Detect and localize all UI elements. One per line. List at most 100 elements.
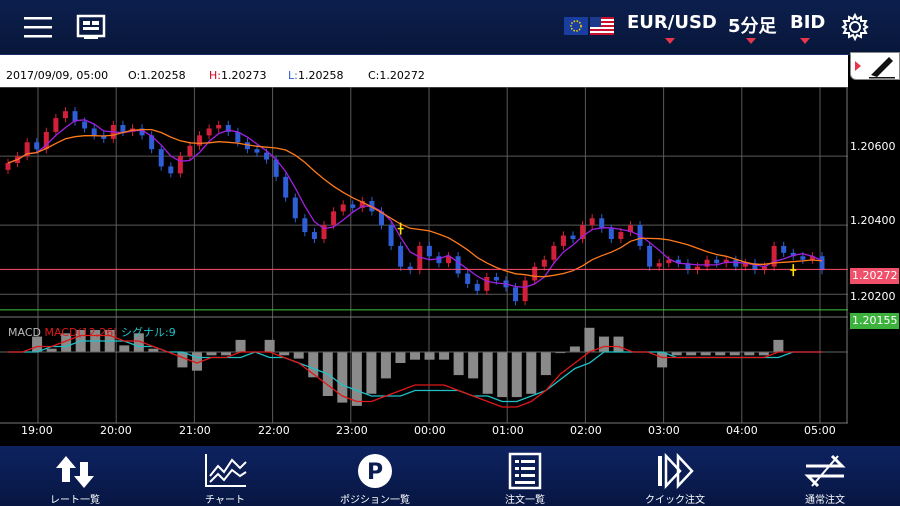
candle-body	[53, 118, 59, 132]
candle-body	[91, 128, 97, 136]
candle-body	[235, 131, 241, 143]
us-flag-icon	[589, 16, 615, 36]
macd-histogram-bar	[482, 352, 493, 394]
time-axis-label: 19:00	[21, 424, 53, 437]
eu-flag-icon	[563, 16, 589, 36]
nav-normal-order[interactable]: 通常注文	[750, 446, 900, 506]
candle-body	[666, 259, 672, 264]
candle-body	[800, 256, 806, 260]
timeframe-selector[interactable]: 5分足	[728, 16, 777, 37]
candle-body	[206, 128, 212, 136]
candle-body	[398, 245, 404, 267]
macd-histogram-bar	[177, 352, 188, 368]
candle-body	[532, 266, 538, 281]
macd-histogram-bar	[293, 352, 304, 359]
macd-histogram-bar	[744, 352, 755, 356]
candle-body	[493, 277, 499, 281]
position-icon: P	[355, 452, 395, 494]
current-price-tag: 1.20272	[850, 268, 899, 284]
candle-body	[302, 218, 308, 233]
menu-icon[interactable]	[22, 14, 54, 40]
macd-legend-signal: シグナル:9	[121, 326, 176, 339]
candle-body	[733, 259, 739, 267]
candle-body	[101, 135, 107, 139]
ohlc-high: 1.20273	[221, 69, 267, 82]
macd-histogram-bar	[351, 352, 362, 406]
time-axis-label: 20:00	[100, 424, 132, 437]
candle-body	[560, 235, 566, 246]
candle-body	[656, 263, 662, 267]
macd-histogram-bar	[337, 352, 348, 403]
candle-body	[704, 259, 710, 267]
ohlc-low: 1.20258	[298, 69, 344, 82]
candle-body	[407, 266, 413, 271]
normal-order-icon	[802, 452, 848, 494]
macd-histogram-bar	[46, 348, 57, 352]
fast-moving-average-line	[7, 119, 823, 289]
candle-body	[781, 245, 787, 253]
macd-histogram-bar	[410, 352, 420, 360]
price-side-selector[interactable]: BID	[790, 12, 826, 33]
layout-icon[interactable]	[74, 12, 108, 42]
time-axis-label: 23:00	[336, 424, 368, 437]
candle-body	[340, 204, 346, 212]
candle-body	[771, 245, 777, 267]
macd-histogram-bar	[380, 352, 391, 379]
gear-icon[interactable]	[838, 10, 872, 44]
time-axis-label: 00:00	[414, 424, 446, 437]
nav-order-list[interactable]: 注文一覧	[450, 446, 600, 506]
candle-body	[627, 225, 633, 233]
macd-histogram-bar	[308, 352, 319, 378]
candle-body	[455, 256, 461, 274]
candle-body	[790, 252, 796, 257]
macd-histogram-bar	[468, 352, 479, 379]
nav-chart[interactable]: チャート	[150, 446, 300, 506]
candle-body	[82, 121, 88, 129]
price-axis-label: 1.20200	[850, 290, 896, 303]
nav-rate-list[interactable]: レート一覧	[0, 446, 150, 506]
nav-positions[interactable]: P ポジション一覧	[300, 446, 450, 506]
candle-body	[426, 245, 432, 257]
macd-histogram-bar	[148, 348, 159, 352]
chart-icon	[202, 452, 248, 494]
candle-body	[5, 163, 11, 170]
nav-label: レート一覧	[50, 495, 100, 506]
candle-body	[714, 259, 720, 264]
macd-histogram-bar	[191, 352, 202, 371]
candle-body	[742, 263, 748, 267]
candle-body	[522, 280, 528, 302]
macd-histogram-bar	[686, 352, 697, 356]
candle-body	[618, 232, 624, 239]
macd-histogram-bar	[264, 339, 275, 352]
candle-body	[139, 128, 145, 136]
candle-body	[120, 125, 126, 132]
candle-body	[513, 287, 519, 302]
time-axis-label: 05:00	[804, 424, 836, 437]
time-axis-label: 22:00	[258, 424, 290, 437]
candle-body	[187, 145, 193, 157]
candle-body	[43, 131, 49, 150]
ohlc-low-prefix: L:	[288, 69, 298, 82]
nav-label: クイック注文	[645, 495, 705, 506]
nav-quick-order[interactable]: クイック注文	[600, 446, 750, 506]
candle-body	[685, 263, 691, 271]
time-axis-label: 04:00	[726, 424, 758, 437]
candle-body	[695, 266, 701, 271]
currency-pair-selector[interactable]: EUR/USD	[627, 12, 717, 33]
candle-body	[436, 256, 442, 264]
bottom-nav: レート一覧 チャート P ポジション一覧 注文一覧 クイック注文 通常注文	[0, 446, 900, 506]
candle-body	[331, 211, 337, 226]
price-chart[interactable]	[0, 87, 848, 427]
candle-body	[225, 125, 231, 132]
macd-histogram-bar	[758, 352, 769, 356]
candle-body	[465, 273, 471, 284]
macd-histogram-bar	[61, 333, 72, 352]
macd-histogram-bar	[453, 352, 464, 376]
candle-body	[72, 111, 78, 122]
price-axis-label: 1.20400	[850, 214, 896, 227]
price-axis-label: 1.20600	[850, 140, 896, 153]
drawing-tool-button[interactable]	[850, 52, 900, 80]
candle-body	[647, 245, 653, 267]
candle-body	[283, 176, 289, 198]
candle-body	[254, 149, 260, 153]
